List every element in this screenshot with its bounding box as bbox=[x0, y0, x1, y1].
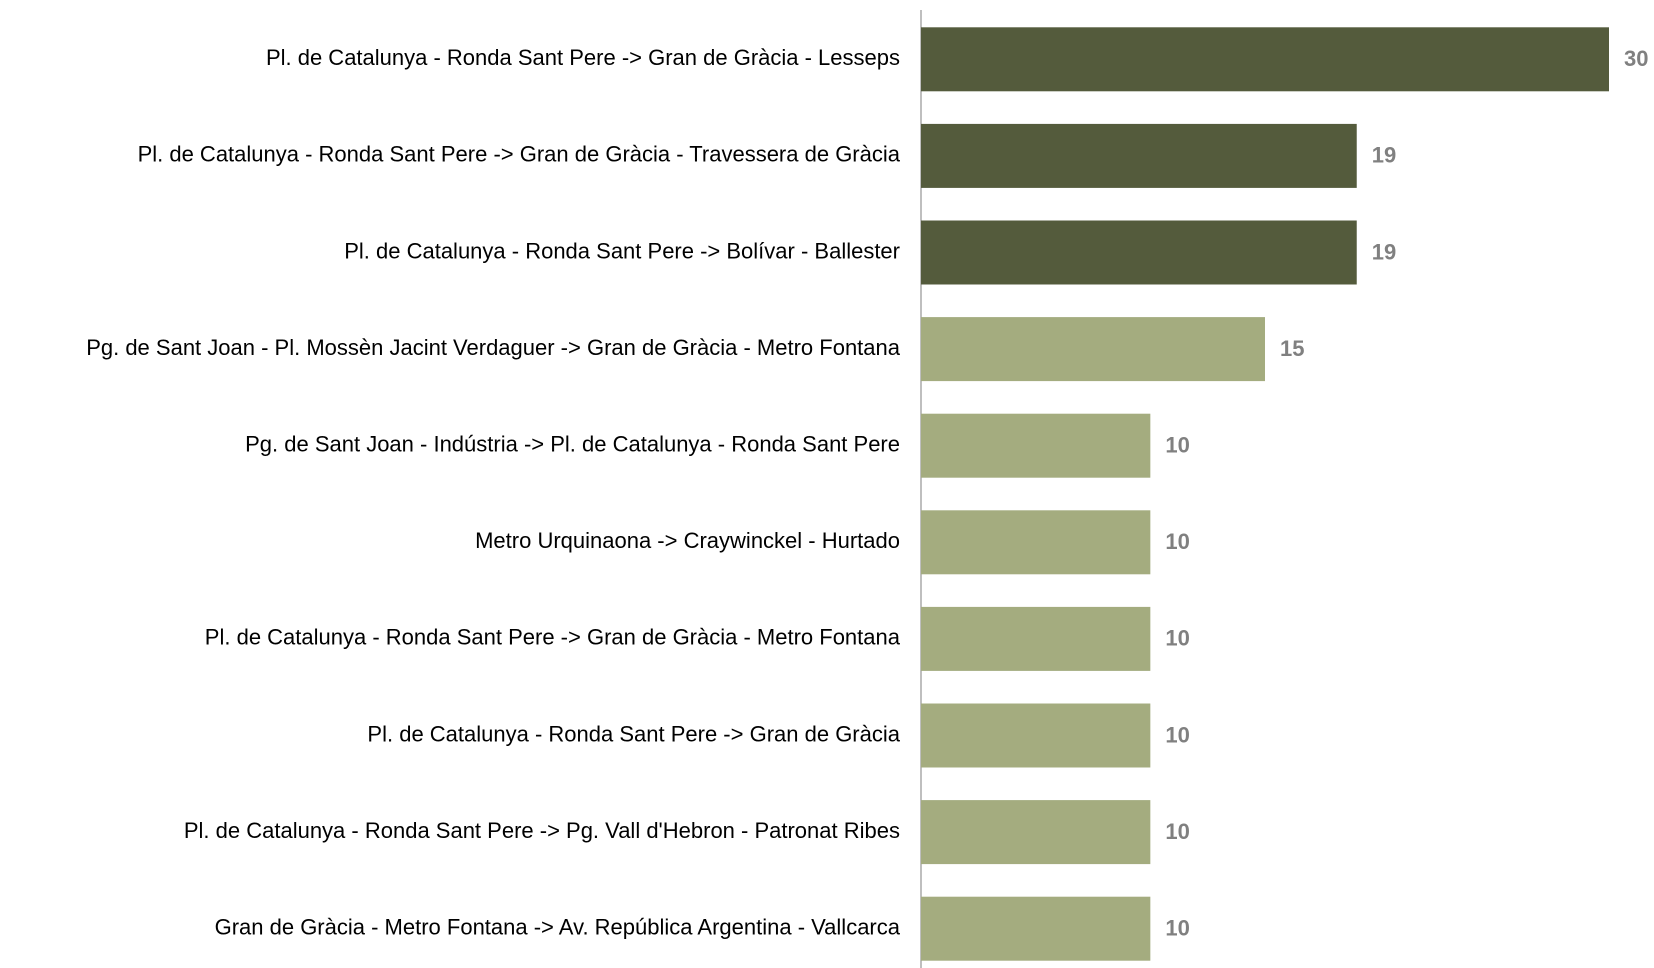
bar bbox=[921, 27, 1609, 92]
data-label: 15 bbox=[1280, 336, 1304, 361]
data-label: 10 bbox=[1165, 529, 1189, 554]
data-label: 10 bbox=[1165, 626, 1189, 651]
bar bbox=[921, 220, 1357, 285]
data-label: 19 bbox=[1372, 239, 1396, 264]
category-label: Pl. de Catalunya - Ronda Sant Pere -> Gr… bbox=[138, 142, 901, 167]
data-label: 10 bbox=[1165, 916, 1189, 941]
bar bbox=[921, 896, 1151, 961]
data-label: 10 bbox=[1165, 433, 1189, 458]
category-label: Pl. de Catalunya - Ronda Sant Pere -> Gr… bbox=[205, 625, 901, 650]
category-label: Pg. de Sant Joan - Pl. Mossèn Jacint Ver… bbox=[86, 335, 901, 360]
bar bbox=[921, 800, 1151, 865]
bar bbox=[921, 606, 1151, 671]
bar bbox=[921, 317, 1265, 382]
category-label: Pg. de Sant Joan - Indústria -> Pl. de C… bbox=[245, 432, 900, 457]
bar bbox=[921, 413, 1151, 478]
data-label: 10 bbox=[1165, 722, 1189, 747]
bar bbox=[921, 510, 1151, 575]
data-label: 30 bbox=[1624, 46, 1648, 71]
bar bbox=[921, 703, 1151, 768]
data-label: 19 bbox=[1372, 143, 1396, 168]
data-label: 10 bbox=[1165, 819, 1189, 844]
category-label: Pl. de Catalunya - Ronda Sant Pere -> Gr… bbox=[367, 721, 900, 746]
category-label: Pl. de Catalunya - Ronda Sant Pere -> Pg… bbox=[184, 818, 900, 843]
category-label: Metro Urquinaona -> Craywinckel - Hurtad… bbox=[475, 528, 900, 553]
category-label: Gran de Gràcia - Metro Fontana -> Av. Re… bbox=[215, 915, 901, 940]
category-label: Pl. de Catalunya - Ronda Sant Pere -> Bo… bbox=[344, 238, 900, 263]
category-label: Pl. de Catalunya - Ronda Sant Pere -> Gr… bbox=[266, 45, 900, 70]
bar bbox=[921, 123, 1357, 188]
